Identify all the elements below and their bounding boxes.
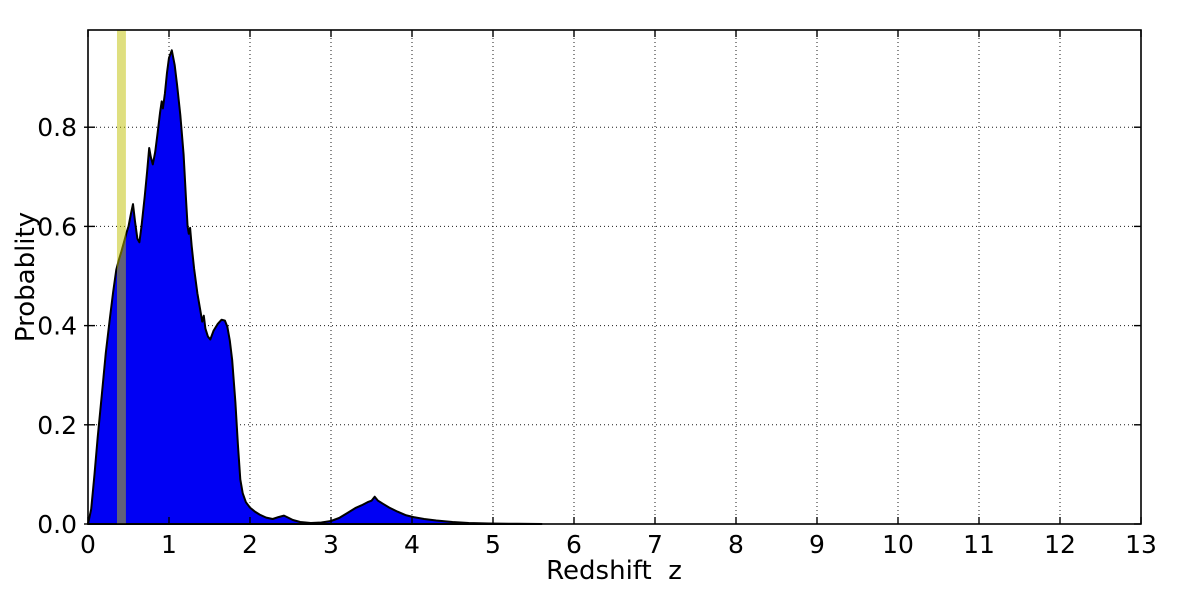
y-tick-label: 0.4: [37, 312, 77, 341]
x-tick-label: 5: [485, 530, 501, 559]
axes-spines: [87, 29, 1142, 525]
x-tick-label: 8: [728, 530, 744, 559]
y-tick-label: 0.0: [37, 510, 77, 539]
x-tick-label: 7: [647, 530, 663, 559]
y-tick-label: 0.2: [37, 411, 77, 440]
x-tick-label: 11: [963, 530, 995, 559]
x-tick-label: 4: [404, 530, 420, 559]
x-tick-label: 13: [1125, 530, 1157, 559]
y-tick-label: 0.6: [37, 212, 77, 241]
x-axis-label: Redshift z: [546, 556, 682, 586]
x-tick-label: 9: [809, 530, 825, 559]
x-tick-label: 10: [882, 530, 914, 559]
redshift-probability-pdf: [87, 49, 543, 525]
x-tick-label: 0: [80, 530, 96, 559]
y-axis-label: Probablity: [11, 211, 41, 343]
x-tick-label: 1: [161, 530, 177, 559]
y-tick-label: 0.8: [37, 113, 77, 142]
reference-redshift-vspan: [116, 30, 126, 524]
x-tick-label: 12: [1044, 530, 1076, 559]
x-tick-label: 6: [566, 530, 582, 559]
x-tick-label: 2: [242, 530, 258, 559]
x-tick-label: 3: [323, 530, 339, 559]
